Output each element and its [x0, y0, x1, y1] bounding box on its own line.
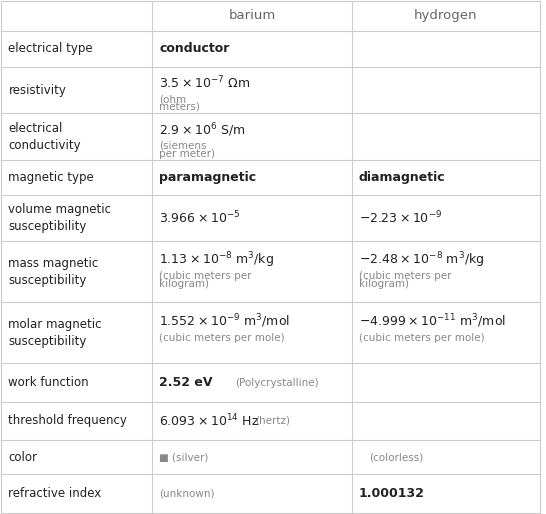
Text: barium: barium — [228, 9, 276, 23]
Text: (cubic meters per mole): (cubic meters per mole) — [359, 333, 484, 343]
Text: conductor: conductor — [159, 42, 230, 55]
Text: 1.000132: 1.000132 — [359, 487, 424, 500]
Text: $1.552\times10^{-9}\ \mathregular{m}^3\mathregular{/mol}$: $1.552\times10^{-9}\ \mathregular{m}^3\m… — [159, 313, 290, 331]
Text: resistivity: resistivity — [8, 84, 66, 97]
Text: hydrogen: hydrogen — [414, 9, 478, 23]
Text: (Polycrystalline): (Polycrystalline) — [235, 378, 318, 388]
Text: meters): meters) — [159, 102, 200, 112]
Text: (cubic meters per mole): (cubic meters per mole) — [159, 333, 285, 343]
Text: 2.52 eV: 2.52 eV — [159, 376, 213, 389]
Text: $2.9\times10^{6}\ \mathregular{S/m}$: $2.9\times10^{6}\ \mathregular{S/m}$ — [159, 121, 246, 139]
Text: $3.966\times10^{-5}$: $3.966\times10^{-5}$ — [159, 210, 241, 226]
Text: $3.5\times10^{-7}\ \Omega\mathregular{m}$: $3.5\times10^{-7}\ \Omega\mathregular{m}… — [159, 75, 251, 91]
Text: $6.093\times10^{14}\ \mathregular{Hz}$: $6.093\times10^{14}\ \mathregular{Hz}$ — [159, 412, 259, 429]
Text: kilogram): kilogram) — [359, 279, 408, 289]
Text: kilogram): kilogram) — [159, 279, 209, 289]
Text: (unknown): (unknown) — [159, 488, 215, 499]
Text: electrical
conductivity: electrical conductivity — [8, 122, 81, 152]
Text: (ohm: (ohm — [159, 94, 186, 104]
Text: (hertz): (hertz) — [255, 416, 290, 426]
Text: electrical type: electrical type — [8, 42, 93, 55]
Text: color: color — [8, 451, 37, 464]
Text: work function: work function — [8, 376, 89, 389]
Text: molar magnetic
susceptibility: molar magnetic susceptibility — [8, 318, 102, 348]
Text: $-2.48\times10^{-8}\ \mathregular{m}^3\mathregular{/kg}$: $-2.48\times10^{-8}\ \mathregular{m}^3\m… — [359, 251, 484, 270]
Text: (colorless): (colorless) — [369, 452, 424, 462]
Text: $-2.23\times10^{-9}$: $-2.23\times10^{-9}$ — [359, 210, 442, 226]
Text: magnetic type: magnetic type — [8, 171, 94, 184]
Text: per meter): per meter) — [159, 149, 215, 159]
Text: $-4.999\times10^{-11}\ \mathregular{m}^3\mathregular{/mol}$: $-4.999\times10^{-11}\ \mathregular{m}^3… — [359, 313, 506, 331]
Text: (cubic meters per: (cubic meters per — [159, 271, 252, 281]
Text: mass magnetic
susceptibility: mass magnetic susceptibility — [8, 257, 99, 287]
Text: paramagnetic: paramagnetic — [159, 171, 257, 184]
Text: volume magnetic
susceptibility: volume magnetic susceptibility — [8, 203, 111, 233]
Text: (siemens: (siemens — [159, 141, 207, 151]
Text: (cubic meters per: (cubic meters per — [359, 271, 451, 281]
Text: $1.13\times10^{-8}\ \mathregular{m}^3\mathregular{/kg}$: $1.13\times10^{-8}\ \mathregular{m}^3\ma… — [159, 251, 274, 270]
Text: diamagnetic: diamagnetic — [359, 171, 445, 184]
Text: refractive index: refractive index — [8, 487, 102, 500]
Text: threshold frequency: threshold frequency — [8, 414, 127, 427]
Text: ■ (silver): ■ (silver) — [159, 452, 209, 462]
